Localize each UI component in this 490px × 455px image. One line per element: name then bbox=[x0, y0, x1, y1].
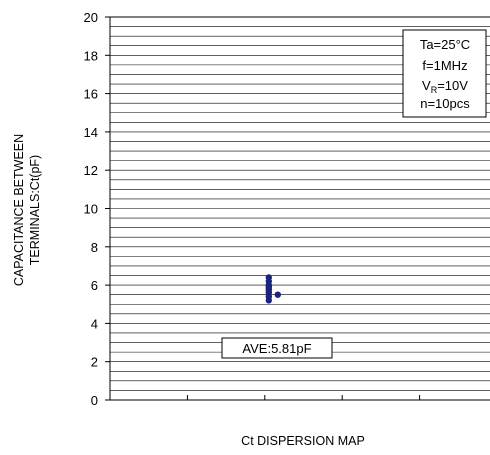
average-label: AVE:5.81pF bbox=[242, 341, 311, 356]
y-tick-label: 6 bbox=[91, 278, 98, 293]
condition-temperature: Ta=25°C bbox=[420, 37, 470, 52]
data-points bbox=[265, 274, 281, 304]
y-tick-label: 16 bbox=[84, 87, 98, 102]
condition-voltage-value: =10V bbox=[437, 78, 468, 93]
average-box: AVE:5.81pF bbox=[221, 337, 333, 359]
y-axis-title-line1: CAPACITANCE BETWEEN bbox=[12, 134, 26, 286]
condition-frequency: f=1MHz bbox=[422, 58, 467, 73]
y-tick-labels: 0 2 4 6 8 10 12 14 16 18 20 bbox=[84, 10, 110, 408]
y-tick-label: 8 bbox=[91, 240, 98, 255]
condition-voltage-symbol: V bbox=[422, 78, 431, 93]
y-tick-label: 18 bbox=[84, 48, 98, 63]
data-point bbox=[265, 297, 272, 304]
y-tick-label: 20 bbox=[84, 10, 98, 25]
y-tick-label: 12 bbox=[84, 163, 98, 178]
y-tick-label: 0 bbox=[91, 393, 98, 408]
condition-sample-count: n=10pcs bbox=[420, 96, 470, 111]
conditions-box: Ta=25°C f=1MHz VR=10V n=10pcs bbox=[402, 29, 487, 118]
y-tick-label: 4 bbox=[91, 316, 98, 331]
x-axis-title: Ct DISPERSION MAP bbox=[241, 434, 365, 448]
y-axis-title-line2: TERMINALS:Ct(pF) bbox=[28, 155, 42, 265]
y-tick-label: 14 bbox=[84, 125, 98, 140]
condition-voltage: VR=10V bbox=[422, 78, 468, 95]
condition-voltage-subscript: R bbox=[431, 85, 438, 95]
data-point bbox=[274, 291, 281, 298]
y-tick-label: 2 bbox=[91, 355, 98, 370]
y-tick-label: 10 bbox=[84, 202, 98, 217]
